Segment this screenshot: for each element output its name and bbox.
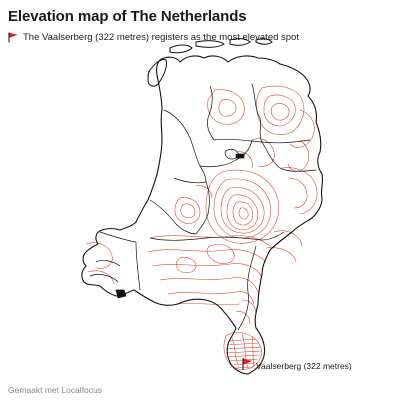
wadden-island-ameland [229, 38, 251, 46]
country-outline [81, 55, 324, 375]
wadden-island-schiermonnikoog [255, 38, 273, 45]
elevation-contours [85, 85, 318, 370]
vaalserberg-marker[interactable]: Vaalserberg (322 metres) [242, 358, 352, 371]
province-borders [99, 83, 317, 331]
wadden-island-terschelling [195, 40, 225, 48]
vaalserberg-label: Vaalserberg (322 metres) [256, 361, 352, 371]
footer-credit[interactable]: Gemaakt met Localfocus [8, 385, 103, 395]
page-title: Elevation map of The Netherlands [8, 8, 247, 25]
map-subtitle: The Vaalserberg (322 metres) registers a… [8, 32, 299, 43]
flag-icon [8, 32, 18, 43]
wadden-island-texel [147, 59, 167, 87]
water-features [89, 149, 245, 299]
wadden-island-vlieland [169, 44, 193, 54]
flag-icon [243, 358, 252, 365]
subtitle-text: The Vaalserberg (322 metres) registers a… [23, 32, 299, 43]
